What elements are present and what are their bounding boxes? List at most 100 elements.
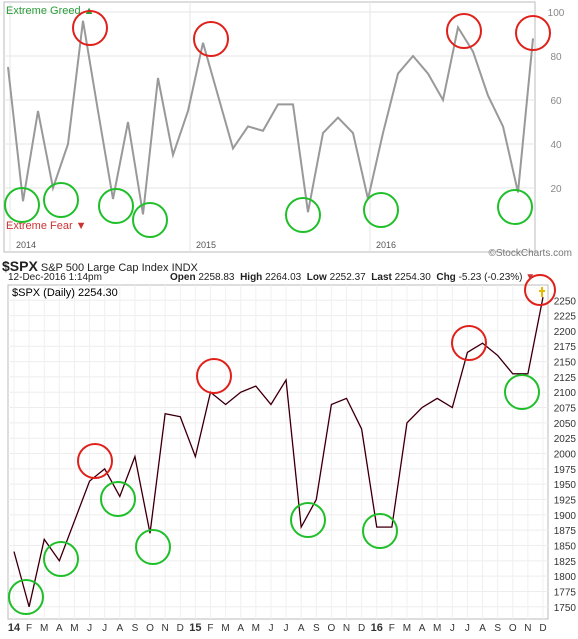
price-ytick-label: 2175 (554, 342, 577, 353)
price-ytick-label: 1975 (554, 465, 577, 476)
last-value: 2254.30 (394, 272, 431, 283)
month-xtick-label: M (252, 623, 260, 634)
green-circle-annotation (135, 529, 171, 565)
price-ytick-label: 1875 (554, 526, 577, 537)
month-xtick-label: S (132, 623, 139, 634)
quote-datetime: 12-Dec-2016 1:14pm (8, 272, 102, 283)
green-circle-annotation (4, 187, 40, 223)
month-xtick-label: O (146, 623, 154, 634)
price-ytick-label: 2250 (554, 296, 577, 307)
price-ytick-label: 1775 (554, 587, 577, 598)
red-circle-annotation (72, 10, 108, 46)
price-ytick-label: 2050 (554, 419, 577, 430)
month-xtick-label: D (358, 623, 365, 634)
dropdown-arrow-icon[interactable]: ▼ (525, 272, 536, 283)
green-circle-annotation (497, 189, 533, 225)
top-ytick-label: 40 (550, 140, 562, 151)
quote-stats: Open 2258.83 High 2264.03 Low 2252.37 La… (170, 272, 535, 283)
month-xtick-label: A (419, 623, 426, 634)
exchange: INDX (171, 262, 198, 274)
month-xtick-label: F (389, 623, 395, 634)
low-label: Low (306, 272, 327, 283)
month-xtick-label: J (284, 623, 289, 634)
low-value: 2252.37 (329, 272, 366, 283)
month-xtick-label: N (343, 623, 350, 634)
price-ytick-label: 1950 (554, 480, 577, 491)
month-xtick-label: A (237, 623, 244, 634)
symbol: $SPX (2, 258, 38, 274)
price-ytick-label: 2200 (554, 327, 577, 338)
red-circle-annotation (77, 443, 113, 479)
green-circle-annotation (285, 197, 321, 233)
month-xtick-label: D (177, 623, 184, 634)
green-circle-annotation (100, 481, 136, 517)
red-circle-annotation (196, 358, 232, 394)
green-circle-annotation (290, 502, 326, 538)
green-circle-annotation (504, 374, 540, 410)
spx-legend: $SPX (Daily) 2254.30 (12, 287, 118, 299)
price-ytick-label: 2150 (554, 358, 577, 369)
month-xtick-label: 15 (189, 622, 201, 634)
month-xtick-label: O (328, 623, 336, 634)
price-ytick-label: 1925 (554, 496, 577, 507)
month-xtick-label: J (450, 623, 455, 634)
month-xtick-label: O (509, 623, 517, 634)
month-xtick-label: A (56, 623, 63, 634)
high-value: 2264.03 (265, 272, 302, 283)
month-xtick-label: N (524, 623, 531, 634)
last-label: Last (371, 272, 392, 283)
green-circle-annotation (362, 513, 398, 549)
month-xtick-label: A (479, 623, 486, 634)
month-xtick-label: N (162, 623, 169, 634)
stockcharts-watermark: ©StockCharts.com (488, 248, 572, 259)
price-ytick-label: 2000 (554, 450, 577, 461)
high-label: High (240, 272, 263, 283)
month-xtick-label: S (313, 623, 320, 634)
top-ytick-label: 20 (550, 184, 562, 195)
month-xtick-label: A (116, 623, 123, 634)
green-circle-annotation (8, 579, 44, 615)
month-xtick-label: F (26, 623, 32, 634)
month-xtick-label: S (494, 623, 501, 634)
red-circle-annotation (451, 325, 487, 361)
price-ytick-label: 2075 (554, 404, 577, 415)
green-circle-annotation (43, 541, 79, 577)
year-label: 2016 (376, 240, 396, 250)
chart-header-title: $SPX S&P 500 Large Cap Index INDX (2, 258, 198, 274)
red-circle-annotation (524, 274, 556, 306)
open-label: Open (170, 272, 196, 283)
sentiment-line (7, 20, 534, 215)
price-ytick-label: 1800 (554, 572, 577, 583)
last-price-marker-icon (539, 287, 545, 297)
top-ytick-label: 60 (550, 96, 562, 107)
price-ytick-label: 2100 (554, 388, 577, 399)
month-xtick-label: M (40, 623, 48, 634)
year-label: 2015 (196, 240, 216, 250)
month-xtick-label: M (433, 623, 441, 634)
green-circle-annotation (43, 182, 79, 218)
price-ytick-label: 2125 (554, 373, 577, 384)
month-xtick-label: F (207, 623, 213, 634)
month-xtick-label: M (403, 623, 411, 634)
month-xtick-label: D (539, 623, 546, 634)
year-label: 2014 (16, 240, 36, 250)
green-circle-annotation (132, 202, 168, 238)
price-ytick-label: 1900 (554, 511, 577, 522)
spx-price-line-overlay (13, 297, 544, 607)
red-circle-annotation (193, 21, 229, 57)
month-xtick-label: J (465, 623, 470, 634)
green-circle-annotation (363, 192, 399, 228)
top-ytick-label: 80 (550, 52, 562, 63)
month-xtick-label: J (87, 623, 92, 634)
price-plot-frame (7, 284, 549, 620)
month-xtick-label: 16 (371, 622, 383, 634)
index-name: S&P 500 Large Cap Index (40, 262, 169, 274)
price-ytick-label: 1750 (554, 603, 577, 614)
extreme-greed-label: Extreme Greed ▲ (6, 5, 95, 17)
extreme-fear-label: Extreme Fear ▼ (6, 220, 87, 232)
top-ytick-label: 100 (548, 8, 565, 19)
green-circle-annotation (98, 188, 134, 224)
price-ytick-label: 2225 (554, 312, 577, 323)
month-xtick-label: J (268, 623, 273, 634)
